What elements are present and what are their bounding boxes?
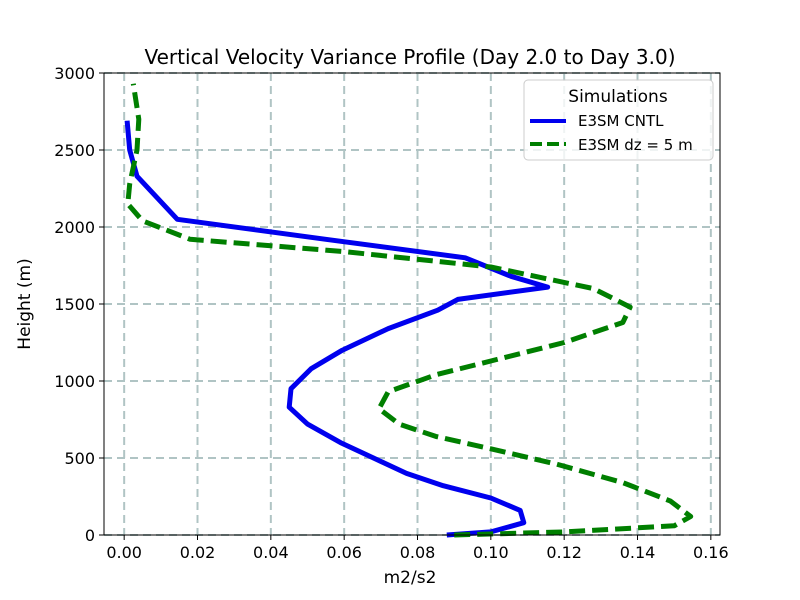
y-tick-label: 3000 bbox=[54, 64, 95, 83]
x-tick-label: 0.08 bbox=[400, 543, 436, 562]
series-lines bbox=[124, 83, 694, 538]
x-tick-label: 0.14 bbox=[620, 543, 656, 562]
y-tick-label: 2000 bbox=[54, 218, 95, 237]
y-tick-label: 500 bbox=[64, 449, 95, 468]
y-axis-label: Height (m) bbox=[15, 258, 35, 349]
y-tick-label: 1000 bbox=[54, 372, 95, 391]
x-tick-label: 0.16 bbox=[693, 543, 729, 562]
series-line-cntl bbox=[124, 120, 551, 538]
x-tick-label: 0.06 bbox=[326, 543, 362, 562]
legend: Simulations E3SM CNTL E3SM dz = 5 m bbox=[523, 79, 714, 161]
x-tick-label: 0.02 bbox=[180, 543, 216, 562]
legend-label-cntl: E3SM CNTL bbox=[578, 112, 664, 130]
y-tick-label: 1500 bbox=[54, 295, 95, 314]
y-ticks: 0 500 1000 1500 2000 2500 3000 bbox=[54, 64, 104, 545]
series-line-dz5 bbox=[125, 83, 694, 538]
x-tick-label: 0.04 bbox=[253, 543, 289, 562]
legend-title: Simulations bbox=[568, 87, 668, 107]
legend-label-dz5: E3SM dz = 5 m bbox=[578, 136, 693, 154]
y-tick-label: 0 bbox=[85, 526, 95, 545]
legend-box bbox=[523, 79, 714, 161]
x-tick-label: 0.10 bbox=[473, 543, 509, 562]
x-ticks: 0.00 0.02 0.04 0.06 0.08 0.10 0.12 0.14 0.16 bbox=[106, 535, 729, 562]
chart-title: Vertical Velocity Variance Profile (Day … bbox=[144, 45, 675, 69]
x-tick-label: 0.12 bbox=[546, 543, 582, 562]
x-tick-label: 0.00 bbox=[106, 543, 142, 562]
x-axis-label: m2/s2 bbox=[384, 568, 437, 588]
y-tick-label: 2500 bbox=[54, 141, 95, 160]
